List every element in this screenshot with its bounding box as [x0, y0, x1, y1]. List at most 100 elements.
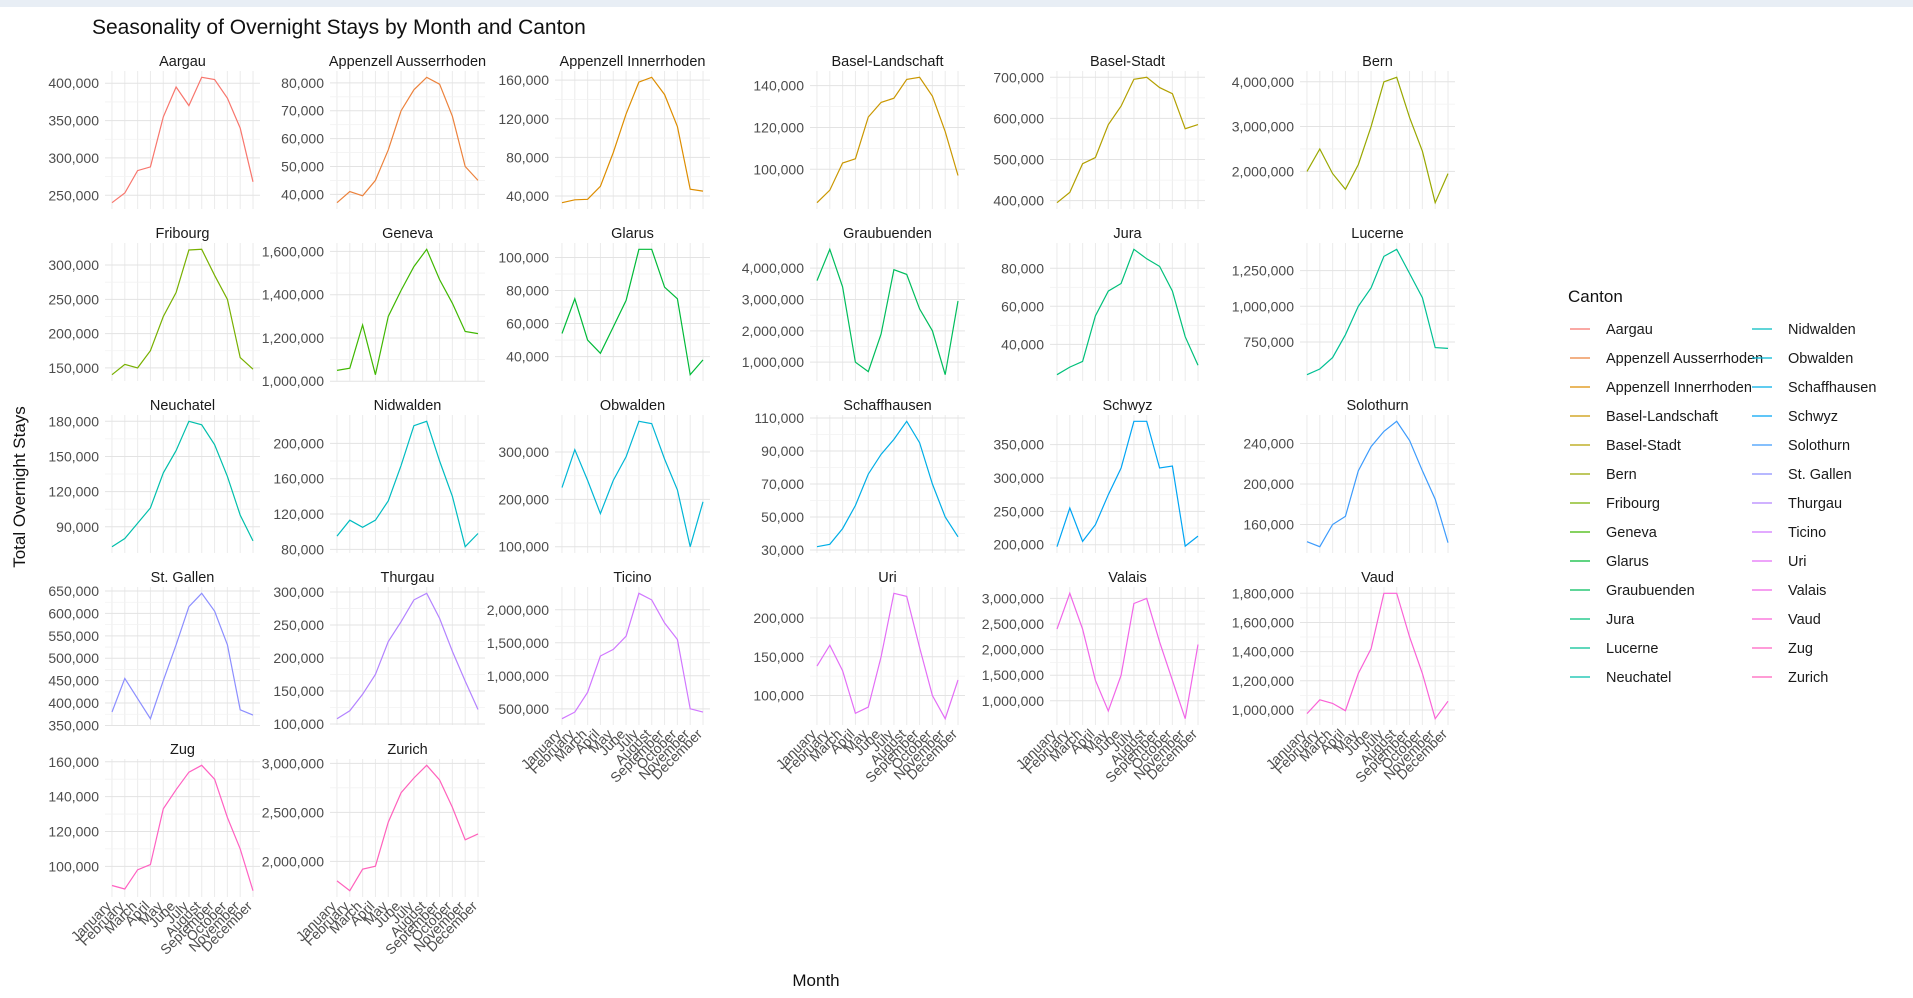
legend-label: Appenzell Innerrhoden	[1606, 380, 1752, 396]
y-tick-label: 1,500,000	[487, 635, 549, 651]
panel-title: Ticino	[613, 570, 651, 586]
legend-item-graubuenden: Graubuenden	[1570, 583, 1695, 599]
y-tick-label: 120,000	[753, 119, 804, 135]
legend-item-schaffhausen: Schaffhausen	[1752, 380, 1876, 396]
y-tick-label: 2,000,000	[487, 602, 549, 618]
series-line-valais	[1056, 591, 1199, 719]
y-tick-label: 40,000	[1001, 336, 1044, 352]
legend-item-obwalden: Obwalden	[1752, 351, 1853, 367]
panel-title: Graubuenden	[843, 226, 932, 242]
panel-title: Lucerne	[1351, 226, 1403, 242]
legend-label: Nidwalden	[1788, 322, 1856, 338]
legend: Canton Aargau Appenzell Ausserrhoden Appen…	[1568, 287, 1876, 686]
y-tick-label: 200,000	[273, 650, 324, 666]
y-tick-label: 60,000	[1001, 298, 1044, 314]
y-tick-label: 1,000,000	[487, 668, 549, 684]
y-tick-label: 70,000	[281, 103, 324, 119]
legend-item-bern: Bern	[1570, 467, 1637, 483]
panel-title: Uri	[878, 570, 897, 586]
panel-title: Valais	[1108, 570, 1146, 586]
series-line-uri	[816, 592, 959, 721]
y-tick-label: 200,000	[273, 435, 324, 451]
legend-label: Ticino	[1788, 525, 1826, 541]
legend-item-aargau: Aargau	[1570, 322, 1653, 338]
legend-label: Solothurn	[1788, 438, 1850, 454]
legend-label: Aargau	[1606, 322, 1653, 338]
panel-grid	[1050, 415, 1205, 553]
legend-label: Uri	[1788, 554, 1807, 570]
y-tick-label: 80,000	[506, 283, 549, 299]
panel-title: Obwalden	[600, 398, 665, 414]
y-tick-label: 2,000,000	[262, 853, 324, 869]
y-tick-label: 400,000	[48, 75, 99, 91]
y-tick-label: 3,000,000	[262, 755, 324, 771]
legend-label: Zug	[1788, 641, 1813, 657]
panel-grid	[810, 415, 965, 553]
legend-item-glarus: Glarus	[1570, 554, 1649, 570]
panel-grid	[330, 243, 485, 382]
y-tick-label: 2,500,000	[982, 616, 1044, 632]
y-tick-label: 150,000	[273, 683, 324, 699]
y-tick-label: 400,000	[48, 695, 99, 711]
series-line-st-gallen	[111, 592, 254, 721]
panel-title: Appenzell Innerrhoden	[560, 54, 706, 70]
y-tick-label: 200,000	[993, 537, 1044, 553]
panel-graubuenden: Graubuenden 1,000,000 2,000,000 3,000,000 4,…	[742, 226, 965, 381]
panel-grid	[330, 71, 485, 209]
y-tick-label: 150,000	[48, 360, 99, 376]
y-tick-label: 100,000	[498, 539, 549, 555]
panel-title: Schwyz	[1103, 398, 1153, 414]
y-tick-label: 60,000	[281, 131, 324, 147]
legend-item-basel-stadt: Basel-Stadt	[1570, 438, 1681, 454]
y-tick-label: 250,000	[273, 617, 324, 633]
series-line-geneva	[336, 248, 479, 375]
y-tick-label: 30,000	[761, 542, 804, 558]
legend-label: Schwyz	[1788, 409, 1838, 425]
y-tick-label: 40,000	[506, 188, 549, 204]
panel-grid	[105, 759, 260, 897]
x-tick-labels: JanuaryFebruaryMarchAprilMayJuneJulyAugu…	[293, 898, 481, 958]
y-tick-label: 1,000,000	[982, 693, 1044, 709]
legend-item-jura: Jura	[1570, 612, 1635, 628]
y-tick-label: 3,000,000	[742, 291, 804, 307]
panel-title: Aargau	[159, 54, 206, 70]
panel-basel-stadt: Basel-Stadt 400,000 500,000 600,000 700,000	[993, 54, 1205, 209]
legend-label: Zurich	[1788, 670, 1828, 686]
panel-valais: Valais 1,000,000 1,500,000 2,000,000 2,500,0…	[982, 570, 1205, 786]
legend-label: Thurgau	[1788, 496, 1842, 512]
y-tick-label: 80,000	[1001, 260, 1044, 276]
y-tick-label: 550,000	[48, 628, 99, 644]
panel-fribourg: Fribourg 150,000 200,000 250,000 300,000	[48, 226, 260, 381]
panel-grid	[810, 243, 965, 381]
legend-label: Basel-Landschaft	[1606, 409, 1718, 425]
panel-grid	[105, 243, 260, 381]
panel-lucerne: Lucerne 750,000 1,000,000 1,250,000	[1232, 226, 1455, 381]
panel-title: Bern	[1362, 54, 1393, 70]
series-line-obwalden	[561, 420, 704, 547]
legend-label: Schaffhausen	[1788, 380, 1876, 396]
panel-title: Appenzell Ausserrhoden	[329, 54, 486, 70]
y-tick-label: 2,000,000	[1232, 163, 1294, 179]
y-tick-label: 140,000	[48, 789, 99, 805]
panel-vaud: Vaud 1,000,000 1,200,000 1,400,000 1,600,000…	[1232, 570, 1455, 786]
y-tick-label: 180,000	[48, 413, 99, 429]
y-tick-label: 250,000	[48, 187, 99, 203]
y-tick-label: 250,000	[48, 291, 99, 307]
panel-zurich: Zurich 2,000,000 2,500,000 3,000,000 January…	[262, 742, 485, 958]
y-tick-label: 80,000	[281, 75, 324, 91]
y-tick-label: 2,000,000	[742, 323, 804, 339]
y-tick-label: 500,000	[993, 152, 1044, 168]
facet-panels: Aargau 250,000 300,000 350,000 400,000 Appenz…	[48, 54, 1455, 958]
y-tick-label: 1,200,000	[1232, 673, 1294, 689]
y-axis-label: Total Overnight Stays	[10, 406, 29, 568]
y-tick-label: 1,000,000	[1232, 702, 1294, 718]
y-tick-label: 1,400,000	[1232, 644, 1294, 660]
x-tick-labels: JanuaryFebruaryMarchAprilMayJuneJulyAugu…	[773, 726, 961, 786]
panel-title: Glarus	[611, 226, 654, 242]
y-tick-label: 150,000	[753, 649, 804, 665]
panel-obwalden: Obwalden 100,000 200,000 300,000	[498, 398, 710, 555]
y-tick-label: 50,000	[761, 509, 804, 525]
y-tick-label: 400,000	[993, 193, 1044, 209]
series-line-thurgau	[336, 592, 479, 720]
legend-label: Lucerne	[1606, 641, 1658, 657]
